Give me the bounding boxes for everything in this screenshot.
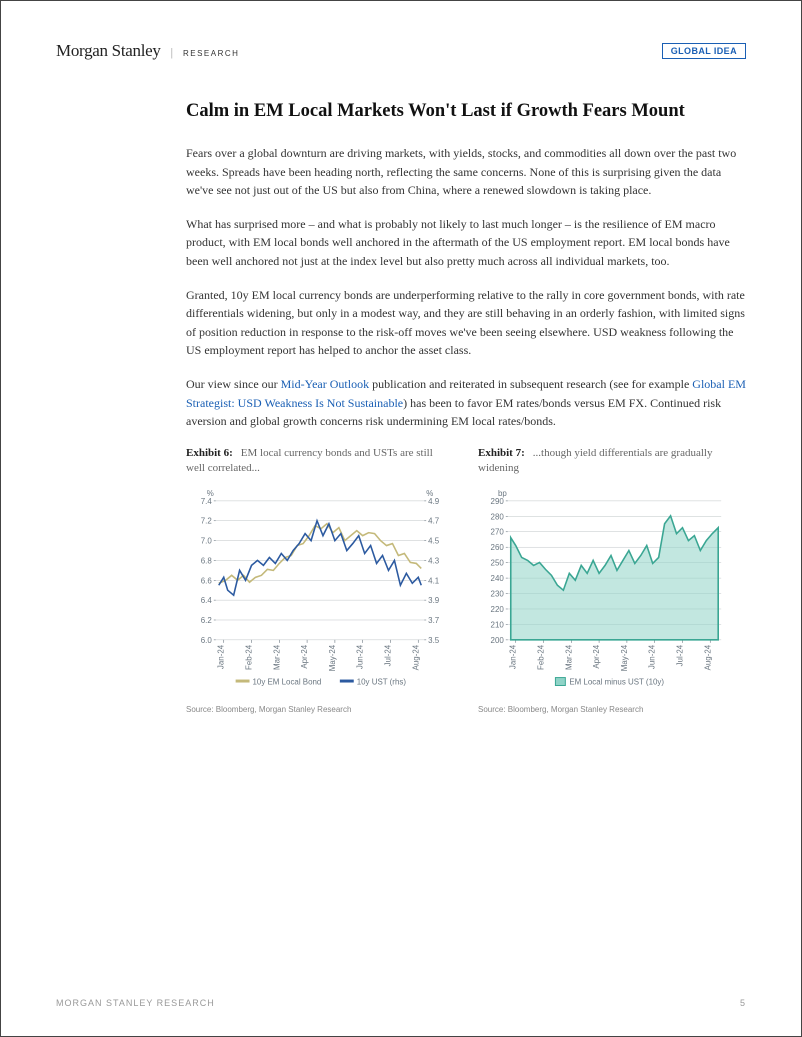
- svg-text:May-24: May-24: [328, 644, 337, 671]
- spread-area: [511, 515, 718, 639]
- svg-text:200: 200: [491, 636, 505, 645]
- exhibit-6-caption: Exhibit 6:EM local currency bonds and US…: [186, 446, 454, 478]
- legend-em: 10y EM Local Bond: [253, 677, 322, 686]
- p4-span-b: publication and reiterated in subsequent…: [369, 377, 692, 391]
- svg-text:Aug-24: Aug-24: [411, 644, 420, 670]
- exhibits-row: Exhibit 6:EM local currency bonds and US…: [186, 446, 746, 714]
- svg-text:3.7: 3.7: [428, 616, 440, 625]
- svg-text:250: 250: [491, 558, 505, 567]
- content-column: Calm in EM Local Markets Won't Last if G…: [186, 101, 746, 714]
- svg-text:7.4: 7.4: [201, 497, 213, 506]
- svg-text:Mar-24: Mar-24: [564, 644, 573, 670]
- exhibit-7-caption: Exhibit 7:...though yield differentials …: [478, 446, 746, 478]
- paragraph-2: What has surprised more – and what is pr…: [186, 215, 746, 271]
- em-line: [219, 523, 421, 583]
- svg-text:6.4: 6.4: [201, 596, 213, 605]
- p4-span-a: Our view since our: [186, 377, 281, 391]
- svg-text:6.8: 6.8: [201, 556, 213, 565]
- page-header: Morgan Stanley | RESEARCH GLOBAL IDEA: [56, 41, 746, 61]
- exhibit-7-chart: bp 290280270260250240230220210200: [478, 486, 746, 694]
- svg-text:Jan-24: Jan-24: [509, 644, 518, 669]
- svg-text:Jul-24: Jul-24: [675, 644, 684, 666]
- exhibit-6-label: Exhibit 6:: [186, 447, 233, 459]
- page: Morgan Stanley | RESEARCH GLOBAL IDEA Ca…: [0, 0, 802, 1037]
- exhibit-7: Exhibit 7:...though yield differentials …: [478, 446, 746, 714]
- svg-text:4.1: 4.1: [428, 576, 440, 585]
- svg-text:240: 240: [491, 574, 505, 583]
- svg-text:Jan-24: Jan-24: [217, 644, 226, 669]
- paragraph-3: Granted, 10y EM local currency bonds are…: [186, 286, 746, 360]
- svg-text:Feb-24: Feb-24: [245, 644, 254, 670]
- svg-text:Mar-24: Mar-24: [272, 644, 281, 670]
- svg-text:6.2: 6.2: [201, 616, 213, 625]
- page-title: Calm in EM Local Markets Won't Last if G…: [186, 101, 746, 122]
- svg-text:Apr-24: Apr-24: [592, 644, 601, 668]
- legend-spread: EM Local minus UST (10y): [569, 677, 664, 686]
- exhibit-7-source: Source: Bloomberg, Morgan Stanley Resear…: [478, 705, 746, 714]
- page-footer: MORGAN STANLEY RESEARCH 5: [56, 998, 746, 1008]
- brand-sub: RESEARCH: [183, 49, 239, 58]
- page-number: 5: [740, 998, 746, 1008]
- svg-text:230: 230: [491, 589, 505, 598]
- svg-text:210: 210: [491, 620, 505, 629]
- svg-text:Aug-24: Aug-24: [703, 644, 712, 670]
- svg-text:Feb-24: Feb-24: [537, 644, 546, 670]
- footer-left: MORGAN STANLEY RESEARCH: [56, 998, 215, 1008]
- svg-text:4.9: 4.9: [428, 497, 440, 506]
- brand-name: Morgan Stanley: [56, 41, 161, 61]
- svg-text:260: 260: [491, 543, 505, 552]
- svg-text:4.3: 4.3: [428, 556, 440, 565]
- exhibit-6: Exhibit 6:EM local currency bonds and US…: [186, 446, 454, 714]
- paragraph-1: Fears over a global downturn are driving…: [186, 144, 746, 200]
- exhibit-6-source: Source: Bloomberg, Morgan Stanley Resear…: [186, 705, 454, 714]
- svg-text:7.0: 7.0: [201, 536, 213, 545]
- svg-text:3.9: 3.9: [428, 596, 440, 605]
- svg-text:7.2: 7.2: [201, 516, 213, 525]
- global-idea-badge: GLOBAL IDEA: [662, 43, 746, 59]
- svg-text:4.5: 4.5: [428, 536, 440, 545]
- brand-divider: |: [171, 45, 173, 60]
- svg-text:220: 220: [491, 605, 505, 614]
- svg-text:Jun-24: Jun-24: [356, 644, 365, 669]
- ust-line: [219, 520, 421, 594]
- brand-block: Morgan Stanley | RESEARCH: [56, 41, 239, 61]
- svg-text:6.0: 6.0: [201, 636, 213, 645]
- svg-text:280: 280: [491, 512, 505, 521]
- svg-text:270: 270: [491, 527, 505, 536]
- paragraph-4: Our view since our Mid-Year Outlook publ…: [186, 375, 746, 431]
- svg-text:May-24: May-24: [620, 644, 629, 671]
- svg-text:Jul-24: Jul-24: [383, 644, 392, 666]
- svg-text:3.5: 3.5: [428, 636, 440, 645]
- legend-ust: 10y UST (rhs): [357, 677, 407, 686]
- svg-text:290: 290: [491, 497, 505, 506]
- svg-text:6.6: 6.6: [201, 576, 213, 585]
- exhibit-7-label: Exhibit 7:: [478, 447, 525, 459]
- svg-text:Jun-24: Jun-24: [648, 644, 657, 669]
- svg-text:Apr-24: Apr-24: [300, 644, 309, 668]
- svg-text:4.7: 4.7: [428, 516, 440, 525]
- exhibit-6-chart: % % 7.47.27.06.86.66.46.26.0 4.94.74.54.…: [186, 486, 454, 694]
- mid-year-outlook-link[interactable]: Mid-Year Outlook: [281, 377, 369, 391]
